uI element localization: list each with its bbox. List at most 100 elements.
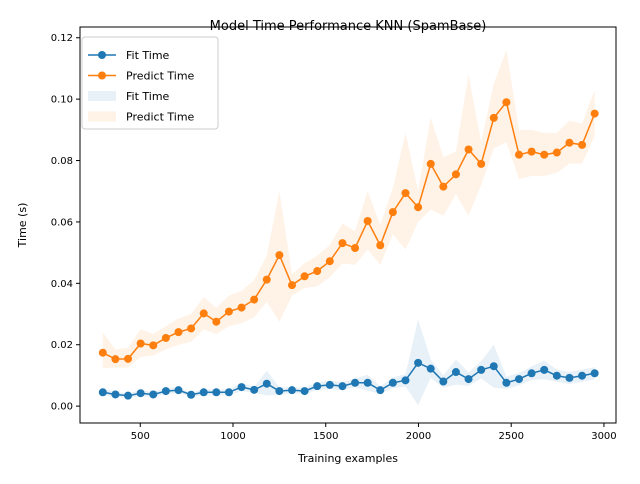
fit-time-point [338, 382, 347, 391]
confidence-bands [102, 50, 595, 406]
y-tick-label: 0.04 [51, 279, 73, 290]
predict-time-point [426, 159, 435, 168]
predict-time-point [237, 303, 246, 312]
fit-time-point [250, 385, 259, 394]
x-tick-label: 2500 [498, 431, 523, 442]
fit-time-point [451, 368, 460, 377]
plot-frame [79, 26, 617, 424]
predict-time-point [363, 217, 372, 226]
predict-time-point [287, 281, 296, 290]
series-lines [102, 100, 596, 397]
predict-time-point [527, 147, 536, 156]
fit-time-point [199, 388, 208, 397]
predict-time-point [351, 244, 360, 253]
fit-time-point [161, 387, 170, 396]
fit-time-point [325, 380, 334, 389]
fit-time-point [540, 365, 549, 374]
y-tick-label: 0.10 [51, 95, 73, 106]
fit-time-point [439, 377, 448, 386]
predict-time-point [98, 348, 107, 357]
predict-time-point [111, 355, 120, 364]
fit-time-point [237, 383, 246, 392]
x-axis-label: Training examples [297, 452, 398, 465]
predict-time-point [224, 307, 233, 316]
legend-label: Fit Time [126, 49, 170, 62]
fit-time-point [426, 364, 435, 373]
fit-time-point [187, 390, 196, 399]
fit-time-line [102, 361, 595, 397]
y-tick-label: 0.02 [51, 340, 73, 351]
fit-time-point [401, 376, 410, 385]
predict-time-point [515, 150, 523, 159]
fit-time-point [527, 369, 536, 378]
predict-time-point [590, 109, 599, 118]
predict-time-point [376, 241, 385, 250]
predict-time-point [439, 182, 448, 191]
x-axis: 500 1000 1500 2000 2500 3000 [131, 423, 617, 442]
fit-time-point [300, 387, 309, 396]
x-tick-label: 1000 [220, 431, 245, 442]
fit-time-point [124, 391, 133, 400]
fit-time-point [136, 389, 145, 398]
predict-time-point [414, 203, 423, 212]
predict-time-point [313, 267, 322, 276]
fit-time-point [313, 382, 322, 391]
predict-time-point [451, 170, 460, 179]
fit-time-point [578, 371, 587, 380]
predict-time-point [136, 339, 145, 348]
predict-time-point [338, 239, 347, 248]
fit-time-point [212, 388, 221, 397]
predict-time-point [388, 208, 397, 217]
fit-time-point [111, 390, 120, 399]
predict-time-point [325, 257, 334, 266]
predict-time-band [102, 50, 595, 369]
fit-time-point [414, 358, 423, 367]
fit-time-point [262, 379, 271, 388]
predict-time-point [161, 333, 170, 342]
y-axis: 0.00 0.02 0.04 0.06 0.08 0.10 0.12 [51, 33, 80, 413]
fit-time-band [102, 319, 595, 406]
fit-time-point [552, 371, 561, 380]
legend-label: Predict Time [126, 70, 195, 83]
fit-time-point [376, 386, 385, 395]
predict-time-point [199, 309, 208, 318]
fit-time-point [174, 386, 183, 395]
fit-time-point [515, 375, 523, 384]
series-points [98, 98, 599, 400]
fit-time-point [275, 387, 284, 396]
predict-time-point [124, 354, 133, 363]
fit-time-point [590, 369, 599, 378]
predict-time-point [578, 140, 587, 149]
y-tick-label: 0.06 [51, 217, 73, 228]
fit-time-point [565, 373, 574, 382]
predict-time-point [275, 251, 284, 260]
predict-time-point [477, 159, 486, 168]
predict-time-point [401, 189, 410, 198]
predict-time-point [212, 317, 221, 326]
legend-fit-time-marker [98, 51, 106, 59]
fit-time-point [351, 378, 360, 387]
y-tick-label: 0.12 [51, 33, 73, 44]
fit-time-point [224, 388, 233, 397]
predict-time-point [174, 328, 183, 337]
predict-time-point [149, 341, 158, 350]
y-tick-label: 0.00 [51, 402, 73, 413]
legend-predict-time-band-swatch [88, 111, 116, 122]
y-axis-label: Time (s) [16, 203, 29, 249]
predict-time-point [262, 275, 271, 284]
x-tick-label: 2000 [406, 431, 431, 442]
legend: Fit Time Predict Time Fit Time Predict Time [81, 36, 219, 130]
predict-time-point [250, 295, 259, 304]
x-tick-label: 3000 [591, 431, 616, 442]
x-tick-label: 1500 [313, 431, 338, 442]
fit-time-point [98, 388, 107, 397]
predict-time-point [540, 150, 549, 159]
y-tick-label: 0.08 [51, 156, 73, 167]
legend-predict-time-marker [98, 71, 106, 80]
predict-time-point [187, 324, 196, 333]
fit-time-point [363, 378, 372, 387]
predict-time-point [489, 113, 498, 122]
predict-time-point [565, 138, 574, 147]
fit-time-point [388, 378, 397, 387]
